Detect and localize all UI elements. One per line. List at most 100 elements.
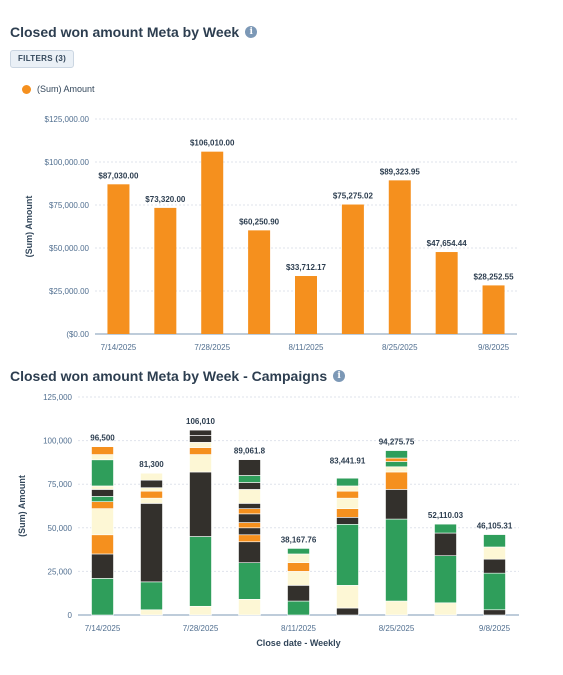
chart2-bar-segment: [91, 508, 114, 536]
chart2-bar-segment: [483, 546, 506, 560]
chart2-bar-segment: [385, 466, 408, 473]
chart1-plot: ($0.00 $25,000.00 $50,000.00 $75,000.00 $100…: [24, 115, 517, 352]
chart2-bar-segment: [483, 572, 506, 611]
chart2-total-label: 106,010: [186, 417, 215, 426]
chart2-x-tick-label: 7/14/2025: [85, 624, 121, 633]
chart2-bar-segment: [385, 489, 408, 520]
chart1-y-tick-label: $100,000.00: [45, 158, 90, 167]
chart2-bar-segment: [238, 459, 261, 476]
chart1-bar: [154, 207, 177, 334]
chart2-bar-segment: [434, 602, 457, 616]
chart2-bar-segment: [385, 450, 408, 459]
chart2-bar-segment: [385, 600, 408, 616]
chart1-x-tick-label: 8/25/2025: [382, 343, 418, 352]
chart1-y-axis-label: (Sum) Amount: [24, 196, 34, 258]
chart1-bar: [341, 204, 364, 334]
chart1-x-tick-label: 9/8/2025: [478, 343, 510, 352]
chart1-data-label: $47,654.44: [427, 239, 468, 248]
chart2-bar-segment: [336, 524, 359, 586]
chart2-total-label: 38,167.76: [281, 535, 317, 544]
chart2-y-tick-label: 0: [68, 611, 73, 620]
chart2-bar-segment: [91, 485, 114, 490]
chart2-bar-segment: [189, 442, 212, 448]
chart2-bar-segment: [238, 482, 261, 490]
chart1-data-label: $28,252.55: [474, 272, 515, 281]
chart2-bar-segment: [238, 508, 261, 515]
chart2-bar-segment: [140, 479, 163, 488]
chart2-bar-segment: [238, 513, 261, 523]
chart2-title-text: Closed won amount Meta by Week - Campaig…: [10, 368, 328, 384]
chart2-bar-segment: [238, 489, 261, 504]
chart2-bar-segment: [238, 534, 261, 543]
chart2-bar-segment: [189, 536, 212, 607]
chart2-bar-segment: [140, 490, 163, 499]
chart1-data-label: $33,712.17: [286, 263, 327, 272]
chart2-bar-segment: [140, 472, 163, 481]
chart2-bar-segment: [140, 497, 163, 504]
chart2-bar-segment: [287, 600, 310, 616]
chart2-bar-segment: [189, 429, 212, 436]
chart2-bar-segment: [336, 607, 359, 616]
chart1-y-tick-label: $25,000.00: [49, 287, 90, 296]
chart1-title-text: Closed won amount Meta by Week: [10, 24, 240, 40]
chart2-bar-segment: [336, 585, 359, 609]
chart2-bar-segment: [336, 508, 359, 518]
chart2-bar-segment: [483, 609, 506, 616]
chart2-y-tick-label: 50,000: [48, 524, 73, 533]
chart1-bar: [388, 180, 411, 334]
chart2-bar-segment: [287, 585, 310, 602]
chart1-bar: [435, 252, 458, 334]
chart1-title: Closed won amount Meta by Week i: [10, 24, 258, 40]
chart2-bar-segment: [434, 555, 457, 604]
chart1-data-label: $73,320.00: [145, 195, 186, 204]
info-icon[interactable]: i: [333, 370, 346, 382]
chart2-bar-segment: [140, 581, 163, 611]
chart2-bar-segment: [434, 523, 457, 534]
chart2-bar-segment: [189, 605, 212, 616]
chart1-data-label: $87,030.00: [98, 171, 139, 180]
chart2-y-axis-label: (Sum) Amount: [17, 475, 27, 537]
legend-label: (Sum) Amount: [37, 84, 95, 94]
chart1-legend[interactable]: (Sum) Amount: [22, 84, 95, 94]
chart1-data-label: $75,275.02: [333, 192, 374, 201]
chart2-bar-segment: [287, 571, 310, 586]
chart2-x-tick-label: 9/8/2025: [479, 624, 511, 633]
chart2-bar-segment: [483, 534, 506, 548]
chart2-bar-segment: [91, 496, 114, 502]
chart1-y-tick-label: $50,000.00: [49, 244, 90, 253]
chart1-x-tick-label: 8/11/2025: [289, 343, 325, 352]
chart2-bar-segment: [91, 459, 114, 487]
chart2-bar-segment: [91, 489, 114, 497]
chart2-bar-segment: [238, 522, 261, 529]
chart2-plot: 0 25,000 50,000 75,000 100,000 125,000 (Sum) A…: [17, 393, 519, 648]
chart2-bar-segment: [91, 501, 114, 509]
info-icon[interactable]: i: [245, 26, 258, 38]
chart2-bar-segment: [385, 471, 408, 490]
chart2-bar-segment: [140, 487, 163, 492]
chart2-bar-segment: [189, 435, 212, 443]
chart2-total-label: 89,061.8: [234, 447, 266, 456]
chart1-bar: [201, 151, 224, 334]
chart2-bar-segment: [385, 457, 408, 462]
chart2-title: Closed won amount Meta by Week - Campaig…: [10, 368, 346, 384]
chart2-bar-segment: [91, 553, 114, 579]
chart2-bar-segment: [91, 454, 114, 461]
chart2-total-label: 96,500: [90, 434, 115, 443]
chart2-bar-segment: [238, 527, 261, 536]
chart2-bar-segment: [238, 475, 261, 483]
chart2-bar-segment: [189, 454, 212, 473]
chart2-bar-segment: [336, 477, 359, 487]
chart2-bar-segment: [91, 446, 114, 455]
chart2-bar-segment: [434, 532, 457, 557]
chart1-x-tick-label: 7/28/2025: [194, 343, 230, 352]
chart2-x-axis-label: Close date - Weekly: [256, 638, 340, 648]
filters-button[interactable]: FILTERS (3): [10, 50, 75, 68]
chart2-bar-segment: [238, 599, 261, 616]
chart2-bar-segment: [91, 578, 114, 616]
chart2-y-tick-label: 125,000: [43, 393, 72, 402]
chart1-data-label: $60,250.90: [239, 217, 280, 226]
chart2-bar-segment: [336, 490, 359, 499]
chart2-y-tick-label: 25,000: [48, 567, 73, 576]
chart2-y-tick-label: 100,000: [43, 437, 72, 446]
chart1-bar: [482, 285, 505, 334]
